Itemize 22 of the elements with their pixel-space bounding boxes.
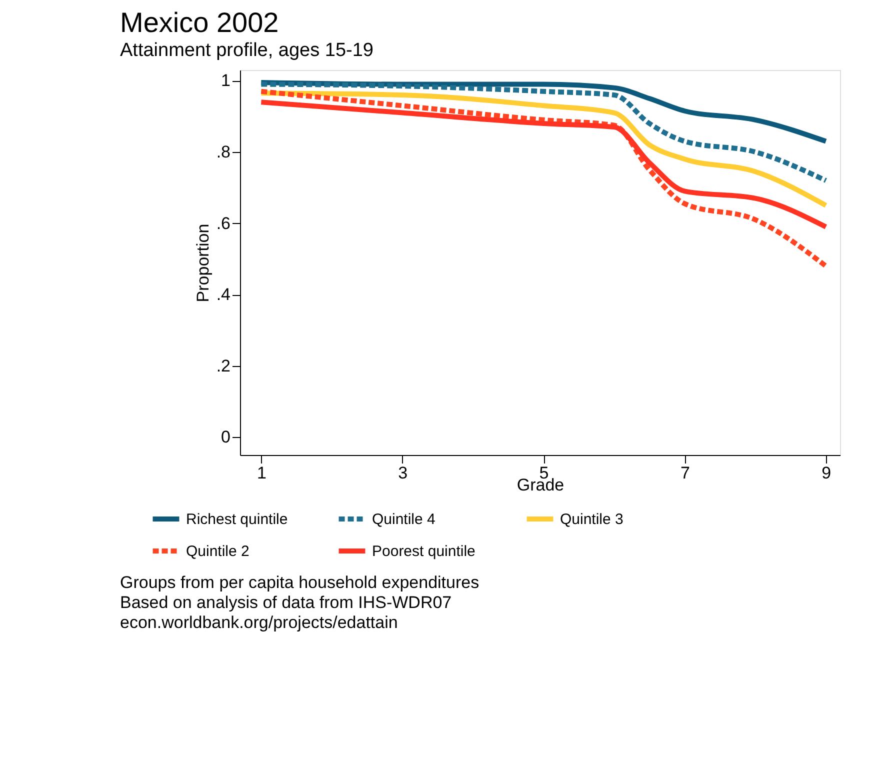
y-tick-label: 1: [221, 71, 230, 90]
y-tick-label: .2: [216, 356, 230, 376]
text: Based on analysis of data from IHS-WDR07: [120, 593, 452, 612]
x-tick-label: 1: [256, 464, 266, 482]
x-tick-label: 5: [539, 464, 549, 482]
legend-label: Poorest quintile: [372, 543, 476, 560]
legend-label: Quintile 4: [372, 511, 436, 528]
y-tick-label: 0: [221, 428, 230, 447]
chart-subtitle: Attainment profile, ages 15-19: [120, 40, 374, 61]
legend-label: Quintile 3: [560, 511, 624, 528]
x-tick-label: 7: [680, 464, 690, 482]
legend-label: Richest quintile: [186, 511, 288, 528]
chart-title: Mexico 2002: [120, 7, 279, 38]
legend-label: Quintile 2: [186, 543, 250, 560]
x-tick-label: 3: [398, 464, 408, 482]
x-tick-label: 9: [822, 464, 832, 482]
y-tick-label: .4: [216, 285, 230, 304]
text: econ.worldbank.org/projects/edattain: [120, 613, 398, 632]
y-axis-title: Proportion: [193, 224, 212, 302]
text: Groups from per capita household expenditures: [120, 573, 480, 592]
y-tick-label: .6: [216, 214, 230, 233]
y-tick-label: .8: [216, 142, 230, 162]
